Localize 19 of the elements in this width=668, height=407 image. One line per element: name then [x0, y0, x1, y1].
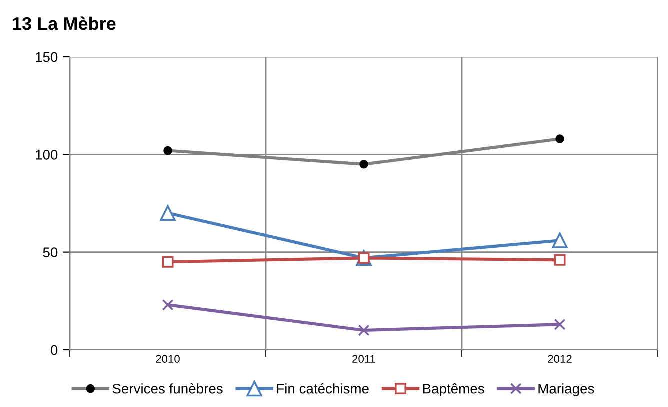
chart-title: 13 La Mèbre [13, 16, 116, 30]
y-tick-label: 100 [36, 150, 58, 160]
legend-label: Mariages [538, 384, 594, 397]
point [554, 318, 566, 330]
y-tick-label: 150 [36, 52, 58, 62]
x-tick-label: 2010 [156, 355, 180, 364]
point [160, 205, 176, 222]
y-tick-label: 0 [51, 345, 58, 356]
x-tick-label: 2012 [548, 355, 572, 364]
legend-label: Services funèbres [112, 383, 223, 394]
legend-label: Baptêmes [423, 384, 484, 397]
point [554, 254, 566, 266]
point [162, 299, 174, 311]
legend-label: Fin catéchisme [277, 383, 369, 394]
point [552, 232, 568, 248]
point [358, 324, 370, 336]
point [162, 256, 174, 268]
y-tick-label: 50 [43, 248, 58, 258]
x-tick-label: 2011 [352, 355, 376, 364]
